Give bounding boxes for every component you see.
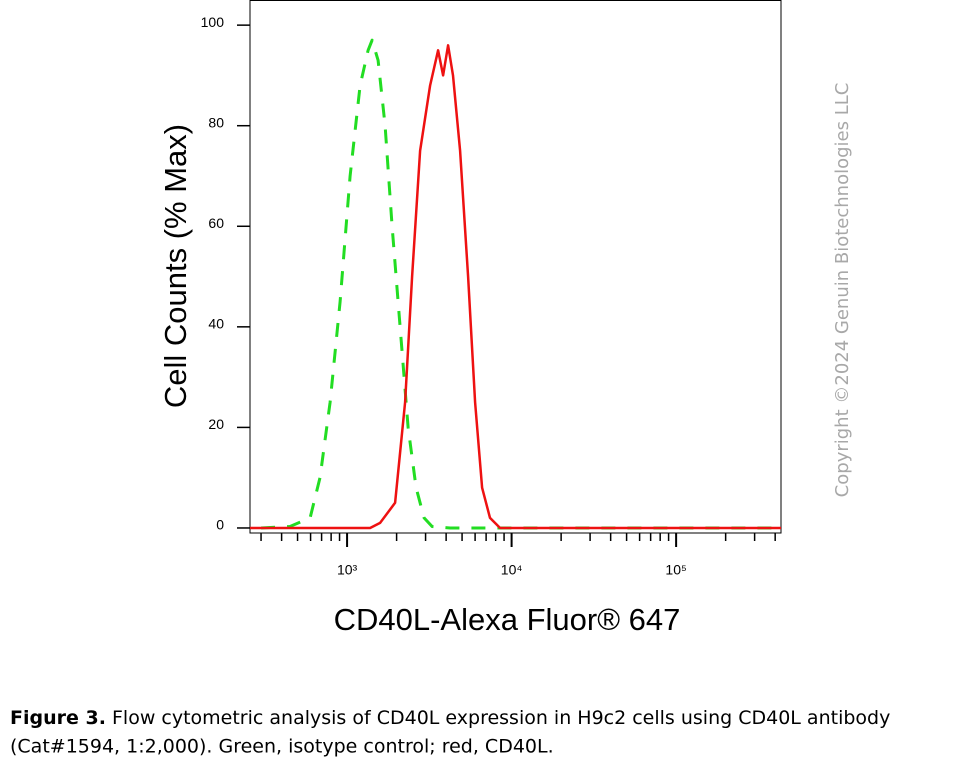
y-tick-label: 20 (208, 416, 224, 432)
series-line (250, 44, 781, 530)
x-tick-label: 10⁵ (665, 562, 686, 578)
caption-label: Figure 3. (10, 707, 106, 729)
plot-frame (249, 0, 782, 534)
copyright: Copyright ©2024 Genuin Biotechnologies L… (832, 83, 853, 498)
y-axis-label: Cell Counts (% Max) (158, 124, 193, 408)
y-tick-label: 60 (208, 215, 224, 231)
y-tick-label: 80 (208, 114, 224, 130)
caption: Figure 3. Flow cytometric analysis of CD… (10, 707, 890, 729)
series-line (261, 38, 776, 530)
y-tick-label: 100 (201, 14, 225, 30)
caption-text: Flow cytometric analysis of CD40L expres… (112, 707, 890, 729)
x-axis-label: CD40L-Alexa Fluor® 647 (334, 602, 681, 637)
y-tick-label: 0 (216, 517, 224, 533)
x-tick-label: 10⁴ (501, 562, 523, 578)
y-tick-label: 40 (208, 316, 224, 332)
x-tick-label: 10³ (337, 562, 358, 578)
caption-text: (Cat#1594, 1:2,000). Green, isotype cont… (10, 736, 554, 758)
